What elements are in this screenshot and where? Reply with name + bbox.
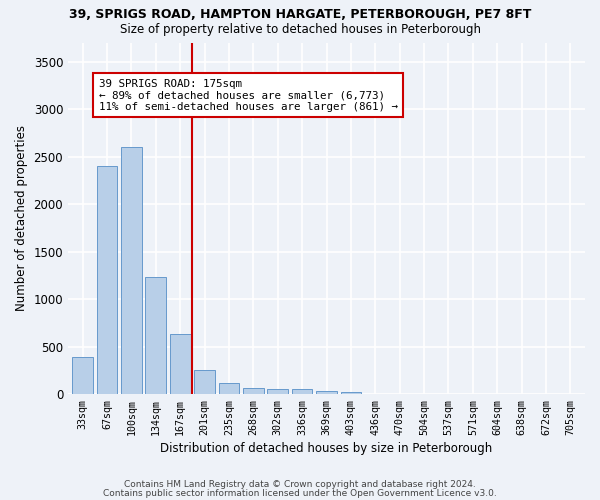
Y-axis label: Number of detached properties: Number of detached properties <box>15 126 28 312</box>
Bar <box>292 390 313 394</box>
Bar <box>268 389 288 394</box>
Bar <box>170 334 191 394</box>
Bar <box>243 388 264 394</box>
Bar <box>121 147 142 394</box>
Text: Contains public sector information licensed under the Open Government Licence v3: Contains public sector information licen… <box>103 488 497 498</box>
Bar <box>194 370 215 394</box>
Bar <box>145 278 166 394</box>
Text: 39, SPRIGS ROAD, HAMPTON HARGATE, PETERBOROUGH, PE7 8FT: 39, SPRIGS ROAD, HAMPTON HARGATE, PETERB… <box>69 8 531 20</box>
Bar <box>218 383 239 394</box>
Bar <box>316 391 337 394</box>
Text: Contains HM Land Registry data © Crown copyright and database right 2024.: Contains HM Land Registry data © Crown c… <box>124 480 476 489</box>
Bar <box>73 357 93 394</box>
Bar <box>97 166 118 394</box>
X-axis label: Distribution of detached houses by size in Peterborough: Distribution of detached houses by size … <box>160 442 493 455</box>
Text: 39 SPRIGS ROAD: 175sqm
← 89% of detached houses are smaller (6,773)
11% of semi-: 39 SPRIGS ROAD: 175sqm ← 89% of detached… <box>98 78 398 112</box>
Text: Size of property relative to detached houses in Peterborough: Size of property relative to detached ho… <box>119 22 481 36</box>
Bar <box>341 392 361 394</box>
